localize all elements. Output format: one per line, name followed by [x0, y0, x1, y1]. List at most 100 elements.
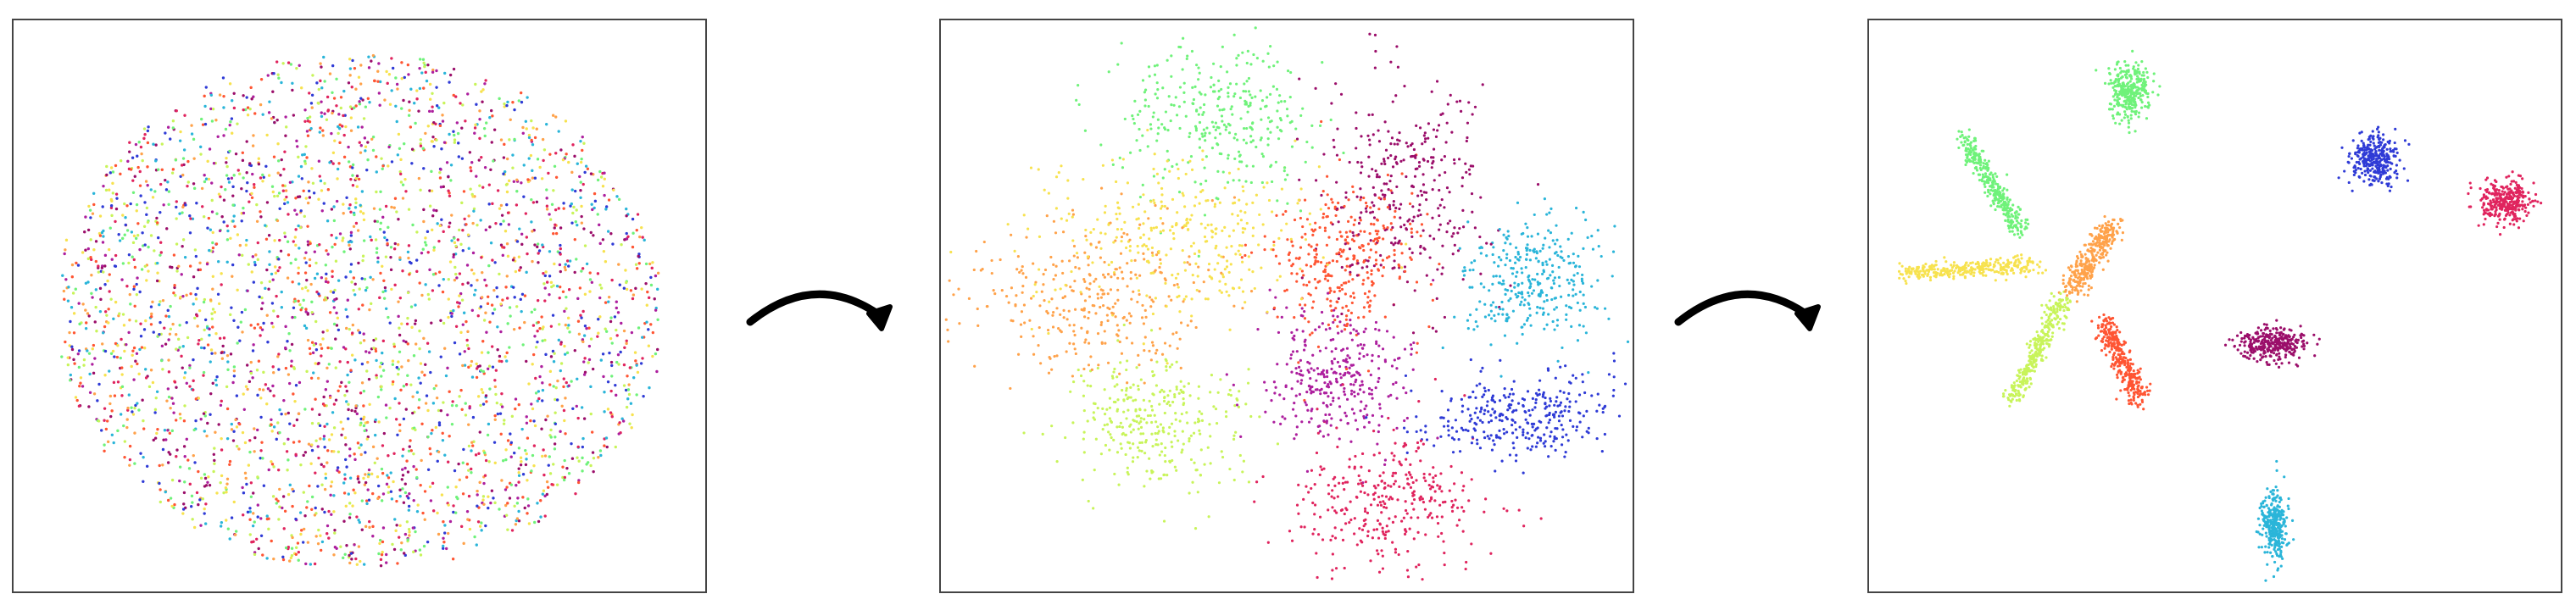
scatter-point	[1234, 253, 1238, 256]
scatter-point	[498, 272, 501, 276]
scatter-point	[570, 188, 574, 191]
scatter-point	[550, 203, 554, 207]
scatter-point	[625, 207, 628, 211]
scatter-point	[385, 238, 389, 241]
scatter-point	[650, 266, 654, 270]
scatter-point	[1093, 469, 1096, 472]
scatter-point	[268, 263, 271, 266]
scatter-point	[1149, 305, 1153, 308]
scatter-point	[251, 144, 255, 147]
scatter-point	[364, 499, 369, 502]
scatter-point	[495, 286, 498, 290]
scatter-point	[1126, 466, 1129, 469]
scatter-point	[284, 546, 288, 550]
scatter-point	[225, 224, 229, 228]
scatter-point	[543, 494, 547, 498]
scatter-point	[486, 433, 490, 437]
scatter-point	[288, 422, 292, 425]
scatter-point	[1453, 482, 1456, 486]
scatter-point	[396, 242, 400, 247]
scatter-point	[564, 119, 568, 123]
scatter-point	[297, 271, 300, 275]
scatter-point	[553, 352, 556, 355]
scatter-point	[438, 176, 442, 180]
scatter-point	[345, 465, 348, 469]
scatter-point	[301, 153, 304, 157]
scatter-point	[446, 486, 449, 489]
scatter-point	[437, 270, 442, 274]
scatter-point	[89, 258, 93, 262]
scatter-point	[1289, 353, 1294, 357]
scatter-point	[1260, 136, 1263, 140]
scatter-point	[342, 203, 345, 206]
scatter-point	[1128, 447, 1132, 450]
scatter-point	[1390, 191, 1394, 195]
scatter-point	[134, 142, 138, 147]
scatter-point	[1375, 340, 1378, 343]
scatter-point	[485, 400, 488, 403]
scatter-point	[1203, 235, 1207, 239]
scatter-point	[1137, 384, 1140, 388]
scatter-point	[1208, 131, 1211, 135]
scatter-point	[453, 133, 456, 137]
scatter-point	[1138, 364, 1141, 367]
scatter-point	[1290, 272, 1294, 275]
scatter-point	[459, 388, 463, 392]
scatter-point	[1433, 490, 1437, 493]
scatter-point	[1175, 163, 1178, 166]
scatter-point	[1385, 525, 1388, 528]
scatter-point	[273, 120, 276, 125]
scatter-point	[181, 205, 185, 209]
scatter-point	[74, 396, 78, 399]
scatter-point	[175, 200, 178, 203]
scatter-point	[225, 174, 229, 177]
scatter-point	[1568, 419, 1572, 422]
scatter-point	[1398, 207, 1401, 211]
scatter-point	[353, 458, 357, 462]
scatter-point	[1182, 36, 1185, 40]
scatter-point	[119, 356, 122, 360]
scatter-point	[355, 185, 359, 188]
scatter-point	[398, 429, 402, 433]
scatter-point	[1201, 158, 1205, 161]
scatter-point	[431, 70, 435, 74]
scatter-point	[476, 223, 479, 227]
scatter-point	[105, 419, 109, 423]
scatter-point	[1103, 275, 1106, 279]
scatter-point	[304, 310, 308, 314]
scatter-point	[255, 537, 259, 541]
scatter-point	[349, 116, 353, 119]
scatter-point	[203, 473, 207, 476]
scatter-point	[225, 519, 228, 522]
scatter-point	[317, 362, 320, 365]
scatter-point	[135, 292, 139, 297]
scatter-point	[461, 364, 465, 368]
scatter-point	[509, 455, 513, 458]
scatter-point	[1541, 272, 1544, 276]
scatter-point	[1109, 288, 1113, 291]
scatter-point	[1576, 339, 1580, 342]
scatter-point	[287, 458, 290, 462]
scatter-point	[363, 136, 367, 140]
scatter-point	[484, 311, 487, 314]
scatter-point	[1070, 269, 1073, 274]
scatter-point	[402, 501, 406, 504]
scatter-point	[167, 395, 171, 399]
scatter-point	[1277, 330, 1281, 335]
scatter-point	[452, 510, 455, 514]
scatter-point	[368, 308, 371, 312]
scatter-point	[1462, 485, 1466, 488]
scatter-point	[476, 314, 480, 318]
scatter-point	[1158, 327, 1162, 330]
scatter-point	[322, 395, 325, 399]
scatter-point	[957, 287, 960, 291]
scatter-point	[554, 175, 559, 179]
scatter-point	[582, 227, 586, 230]
scatter-point	[353, 293, 357, 297]
scatter-point	[466, 233, 470, 236]
scatter-point	[320, 86, 324, 90]
scatter-point	[631, 231, 635, 235]
curved-arrow-right-icon	[746, 290, 893, 331]
scatter-point	[398, 494, 402, 498]
scatter-point	[192, 453, 195, 458]
